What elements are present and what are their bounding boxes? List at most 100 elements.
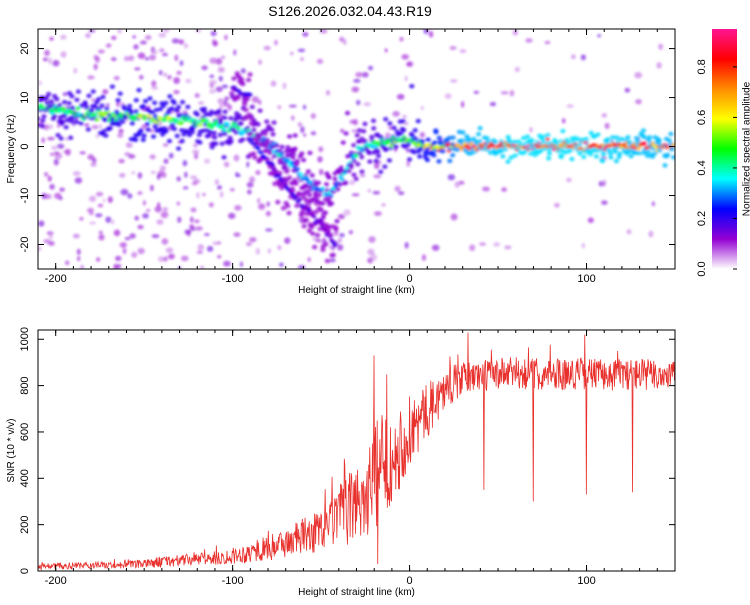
spectrogram-noise-cell — [329, 258, 336, 263]
spectrogram-noise-cell — [300, 126, 305, 134]
spectrogram-ridge-cell — [560, 128, 566, 134]
spectrogram-ridge-cell — [73, 119, 80, 125]
spectrogram-ridge-cell — [608, 155, 614, 160]
spectrogram-noise-cell — [48, 57, 52, 65]
snr-series-line — [38, 332, 675, 571]
spectrogram-noise-cell — [218, 75, 223, 82]
spectrogram-noise-cell — [167, 253, 175, 260]
spectrogram-ridge-core — [373, 144, 378, 149]
spectrogram-noise-cell — [362, 71, 369, 78]
spectrogram-noise-cell — [110, 57, 117, 62]
spectrogram-ridge-cell — [175, 146, 182, 151]
spectrogram-noise-cell — [194, 152, 199, 160]
spectrogram-ridge-cell — [99, 103, 105, 108]
spectrogram-noise-cell — [174, 54, 179, 62]
spectrogram-ridge-cell — [44, 100, 50, 106]
spectrogram-noise-cell — [267, 248, 271, 254]
spectrogram-x-tick-label: -100 — [222, 273, 244, 285]
spectrogram-ridge-cell — [317, 226, 323, 232]
spectrogram-ridge-cell — [313, 209, 319, 215]
spectrogram-ridge-cell — [277, 157, 283, 163]
spectrogram-noise-cell — [173, 89, 180, 95]
spectrogram-ridge-core — [93, 113, 98, 117]
spectrogram-noise-cell — [76, 248, 81, 256]
spectrogram-noise-cell — [182, 110, 188, 114]
spectrogram-ridge-cell — [369, 134, 375, 140]
spectrogram-noise-cell — [177, 216, 182, 223]
spectrogram-y-tick-label: 0 — [19, 143, 31, 149]
spectrogram-noise-cell — [302, 104, 307, 110]
colorbar-tick-label: 0.0 — [696, 261, 708, 276]
spectrogram-ridge-cell — [655, 136, 661, 142]
spectrogram-noise-cell — [97, 203, 104, 208]
spectrogram-ridge-cell — [586, 147, 592, 153]
spectrogram-ridge-cell — [671, 155, 675, 160]
spectrogram-ridge-core — [270, 163, 275, 167]
spectrogram-ridge-cell — [371, 126, 377, 131]
spectrogram-noise-cell — [223, 161, 230, 168]
spectrogram-noise-cell — [493, 242, 501, 247]
spectrogram-ridge-cell — [273, 169, 279, 174]
spectrogram-noise-cell — [161, 52, 169, 57]
spectrogram-noise-cell — [396, 93, 405, 100]
spectrogram-noise-cell — [41, 137, 46, 143]
spectrogram-ridge-cell — [150, 134, 157, 139]
spectrogram-noise-cell — [634, 72, 643, 79]
spectrogram-noise-cell — [168, 152, 174, 159]
spectrogram-ridge-cell — [308, 223, 314, 229]
spectrogram-noise-cell — [570, 54, 576, 60]
spectrogram-noise-cell — [176, 176, 182, 182]
spectrogram-ridge-cell — [301, 223, 307, 229]
spectrogram-ridge-cell — [41, 114, 47, 119]
spectrogram-ridge-cell — [74, 97, 80, 103]
spectrogram-noise-cell — [428, 30, 434, 38]
spectrogram-noise-cell — [190, 175, 198, 180]
spectrogram-ridge-core — [326, 230, 331, 234]
spectrogram-ridge-core — [94, 117, 100, 122]
spectrogram-ridge-core — [304, 177, 310, 182]
spectrogram-ridge-cell — [353, 176, 359, 182]
spectrogram-noise-cell — [651, 201, 655, 207]
spectrogram-ridge-cell — [152, 124, 158, 129]
spectrogram-noise-cell — [215, 86, 223, 93]
spectrogram-ridge-cell — [320, 215, 326, 220]
spectrogram-ridge-cell — [305, 169, 311, 174]
spectrogram-ridge-cell — [326, 224, 332, 229]
snr-y-tick-label: 1000 — [19, 327, 31, 351]
spectrogram-y-tick-label: 10 — [19, 91, 31, 103]
spectrogram-noise-cell — [340, 128, 345, 133]
spectrogram-noise-cell — [310, 131, 317, 136]
spectrogram-ridge-cell — [669, 146, 675, 152]
spectrogram-ridge-cell — [103, 117, 109, 123]
spectrogram-noise-cell — [303, 133, 307, 137]
spectrogram-noise-cell — [234, 205, 242, 211]
spectrogram-ridge-core — [339, 177, 345, 182]
spectrogram-ridge-cell — [378, 169, 384, 175]
spectrogram-ridge-cell — [613, 158, 620, 164]
spectrogram-noise-cell — [343, 209, 351, 216]
snr-x-tick-label: 100 — [577, 575, 595, 587]
spectrogram-ridge-cell — [228, 139, 234, 144]
spectrogram-noise-cell — [122, 247, 127, 255]
spectrogram-noise-cell — [326, 90, 330, 96]
spectrogram-noise-cell — [399, 36, 404, 42]
spectrogram-noise-cell — [38, 220, 45, 227]
spectrogram-noise-cell — [385, 132, 391, 138]
spectrogram-noise-cell — [209, 202, 214, 208]
spectrogram-ridge-cell — [257, 108, 263, 113]
spectrogram-noise-cell — [182, 160, 188, 167]
spectrogram-ridge-cell — [412, 136, 419, 141]
spectrogram-x-tick-label: 0 — [407, 273, 413, 285]
spectrogram-noise-cell — [50, 152, 54, 157]
spectrogram-noise-cell — [351, 193, 360, 197]
spectrogram-noise-cell — [224, 34, 228, 41]
spectrogram-noise-cell — [258, 99, 262, 105]
spectrogram-noise-cell — [134, 67, 141, 71]
spectrogram-ridge-cell — [133, 109, 139, 114]
spectrogram-noise-cell — [91, 98, 96, 102]
spectrogram-noise-cell — [255, 170, 261, 176]
spectrogram-ridge-cell — [101, 129, 107, 134]
spectrogram-ridge-cell — [492, 140, 498, 145]
spectrogram-noise-cell — [500, 91, 509, 95]
